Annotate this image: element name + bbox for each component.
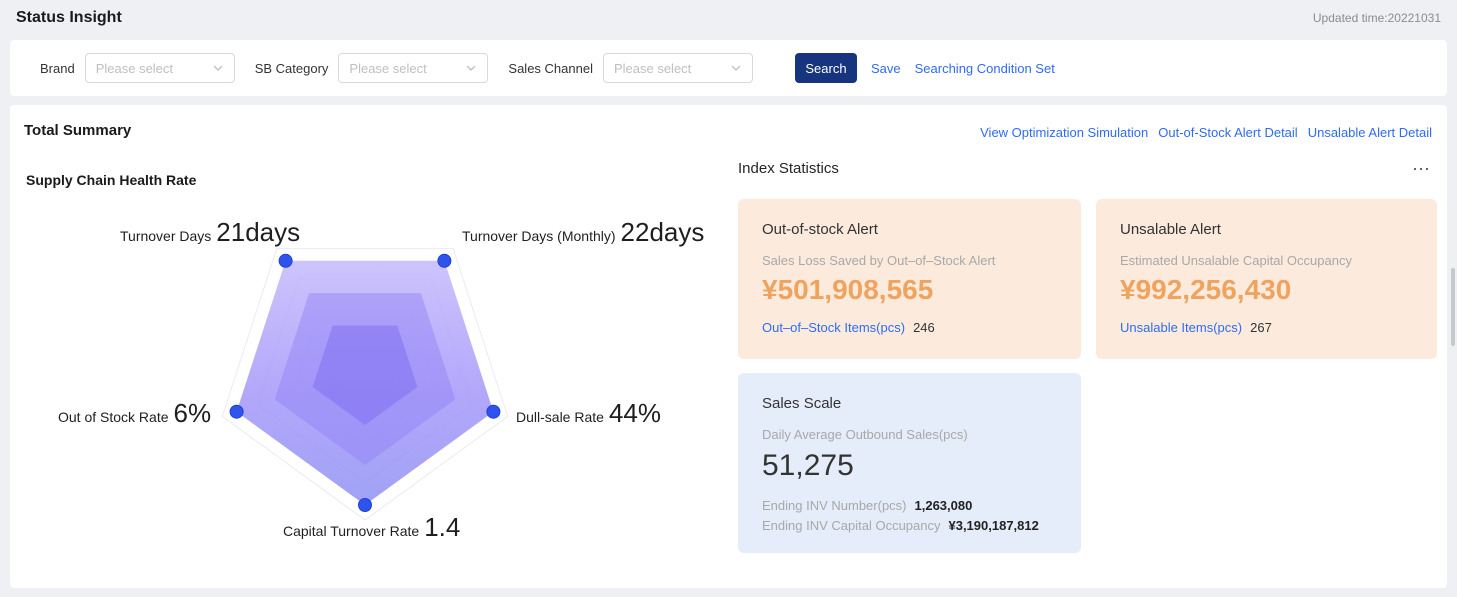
ending-inv-capital-occupancy-row: Ending INV Capital Occupancy ¥3,190,187,… [762,516,1057,536]
summary-links: View Optimization Simulation Out-of-Stoc… [980,125,1432,140]
metric-value: 6% [173,398,212,428]
card-title: Out-of-stock Alert [762,221,878,238]
updated-time: Updated time:20221031 [1312,11,1441,25]
sb-category-label: SB Category [254,60,329,76]
metric-label: Dull-sale Rate [516,409,604,425]
metric-turnover-days-monthly: Turnover Days (Monthly) 22days [462,217,704,248]
stats-cards-grid: Out-of-stock Alert Sales Loss Saved by O… [738,199,1437,553]
supply-chain-health-rate-title: Supply Chain Health Rate [26,172,197,188]
top-bar: Status Insight Updated time:20221031 [0,0,1457,36]
filter-brand: Brand Please select [40,53,235,83]
card-subtitle: Sales Loss Saved by Out–of–Stock Alert [762,253,996,268]
unsalable-alert-card: Unsalable Alert Estimated Unsalable Capi… [1096,199,1437,359]
filter-bar: Brand Please select SB Category Please s… [10,40,1447,96]
row-label: Ending INV Capital Occupancy [762,518,941,533]
unsalable-items-value: 267 [1250,320,1272,335]
metric-out-of-stock-rate: Out of Stock Rate 6% [58,398,211,429]
metric-label: Capital Turnover Rate [283,523,420,539]
metric-value: 21days [216,217,301,247]
brand-select-placeholder: Please select [95,60,174,76]
chevron-down-icon [465,62,477,74]
metric-turnover-days: Turnover Days 21days [120,217,300,248]
index-statistics-header: Index Statistics ⋯ [738,158,1437,179]
row-label: Ending INV Number(pcs) [762,498,907,513]
sb-category-select-placeholder: Please select [349,60,427,76]
view-optimization-simulation-link[interactable]: View Optimization Simulation [980,125,1149,140]
metric-label: Turnover Days (Monthly) [462,228,616,244]
card-link-row: Out–of–Stock Items(pcs) 246 [762,320,1057,335]
inventory-rows: Ending INV Number(pcs) 1,263,080 Ending … [762,496,1057,536]
row-value: ¥3,190,187,812 [948,518,1039,533]
sales-channel-select-placeholder: Please select [613,60,692,76]
card-title: Unsalable Alert [1120,221,1221,238]
out-of-stock-alert-detail-link[interactable]: Out-of-Stock Alert Detail [1158,125,1298,140]
ending-inv-number-row: Ending INV Number(pcs) 1,263,080 [762,496,1057,516]
more-icon[interactable]: ⋯ [1412,158,1431,179]
out-of-stock-items-link[interactable]: Out–of–Stock Items(pcs) [762,320,906,335]
brand-label: Brand [40,60,75,76]
page-title: Status Insight [16,9,122,26]
metric-label: Out of Stock Rate [58,409,169,425]
search-button[interactable]: Search [794,53,857,83]
sales-channel-label: Sales Channel [508,60,593,76]
index-statistics-panel: Index Statistics ⋯ Out-of-stock Alert Sa… [738,160,1437,553]
total-summary-card: Total Summary View Optimization Simulati… [10,105,1447,588]
card-amount: ¥501,908,565 [762,274,934,305]
card-link-row: Unsalable Items(pcs) 267 [1120,320,1413,335]
daily-average-outbound-sales-value: 51,275 [762,449,854,482]
out-of-stock-items-value: 246 [913,320,935,335]
metric-value: 44% [608,398,661,428]
card-subtitle: Daily Average Outbound Sales(pcs) [762,427,968,442]
save-link[interactable]: Save [870,60,901,76]
radar-chart: Turnover Days 21days Turnover Days (Mont… [10,185,750,585]
filter-sales-channel: Sales Channel Please select [508,53,753,83]
sb-category-select[interactable]: Please select [338,53,489,83]
radar-chart-svg [221,248,509,521]
metric-value: 22days [620,217,705,247]
card-amount: ¥992,256,430 [1120,274,1292,305]
sales-scale-card: Sales Scale Daily Average Outbound Sales… [738,373,1081,553]
metric-dull-sale-rate: Dull-sale Rate 44% [516,398,661,429]
card-subtitle: Estimated Unsalable Capital Occupancy [1120,253,1352,268]
scrollbar-thumb[interactable] [1451,268,1455,346]
metric-capital-turnover-rate: Capital Turnover Rate 1.4 [283,512,460,543]
searching-condition-set-link[interactable]: Searching Condition Set [914,60,1055,76]
index-statistics-title: Index Statistics [738,160,839,177]
metric-value: 1.4 [424,512,461,542]
unsalable-alert-detail-link[interactable]: Unsalable Alert Detail [1307,125,1432,140]
chevron-down-icon [730,62,742,74]
card-title: Sales Scale [762,395,842,412]
unsalable-items-link[interactable]: Unsalable Items(pcs) [1120,320,1243,335]
total-summary-title: Total Summary [24,122,132,139]
metric-label: Turnover Days [120,228,212,244]
brand-select[interactable]: Please select [84,53,235,83]
sales-channel-select[interactable]: Please select [602,53,753,83]
filter-sb-category: SB Category Please select [255,53,489,83]
row-value: 1,263,080 [914,498,973,513]
out-of-stock-alert-card: Out-of-stock Alert Sales Loss Saved by O… [738,199,1081,359]
chevron-down-icon [212,62,224,74]
